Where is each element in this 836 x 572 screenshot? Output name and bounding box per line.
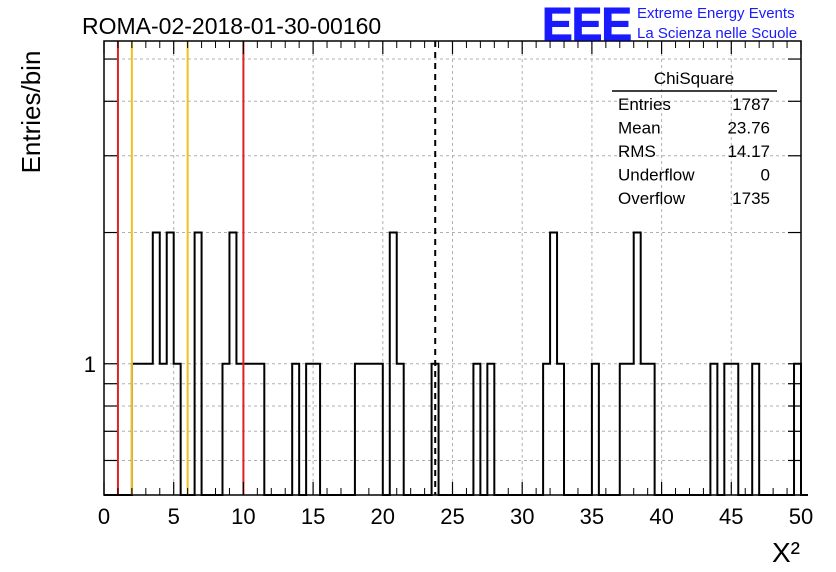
run-title: ROMA-02-2018-01-30-00160 xyxy=(82,13,381,39)
eee-logo: EEE Extreme Energy Events La Scienza nel… xyxy=(542,0,798,51)
x-tick-label: 25 xyxy=(440,504,464,529)
stats-value: 1735 xyxy=(732,189,770,208)
stats-value: 0 xyxy=(761,166,770,185)
y-axis-label: Entries/bin xyxy=(16,51,46,174)
stats-label: Underflow xyxy=(618,166,695,185)
x-tick-label: 35 xyxy=(580,504,604,529)
stats-title: ChiSquare xyxy=(654,69,734,88)
stats-value: 23.76 xyxy=(727,119,770,138)
x-tick-label: 40 xyxy=(649,504,673,529)
histogram-outline xyxy=(104,231,808,496)
x-tick-label: 50 xyxy=(789,504,813,529)
x-tick-label: 0 xyxy=(98,504,110,529)
stats-label: Entries xyxy=(618,95,671,114)
x-tick-label: 20 xyxy=(371,504,395,529)
stats-rows: Entries 1787 Mean 23.76 RMS 14.17 Underflow 0 Ov… xyxy=(618,95,770,208)
stats-box: ChiSquare Entries 1787 Mean 23.76 RMS 14.17 Un… xyxy=(612,69,777,208)
marker-lines xyxy=(116,41,437,495)
x-axis-label: X² xyxy=(772,537,800,568)
axis-ticks: 0 5 10 15 20 25 30 35 40 45 50 1 xyxy=(84,41,813,529)
x-tick-label: 5 xyxy=(168,504,180,529)
eee-logo-text: EEE xyxy=(542,0,631,50)
x-tick-label: 45 xyxy=(719,504,743,529)
stats-value: 1787 xyxy=(732,95,770,114)
stats-value: 14.17 xyxy=(727,142,770,161)
x-tick-label: 15 xyxy=(301,504,325,529)
logo-line-2: La Scienza nelle Scuole xyxy=(637,25,797,42)
logo-line-1: Extreme Energy Events xyxy=(637,5,795,22)
stats-label: RMS xyxy=(618,142,656,161)
stats-label: Mean xyxy=(618,119,661,138)
stats-label: Overflow xyxy=(618,189,686,208)
y-tick-label: 1 xyxy=(84,352,96,377)
grid-lines xyxy=(104,41,801,495)
x-tick-label: 30 xyxy=(510,504,534,529)
histogram-bars xyxy=(104,231,808,496)
x-tick-label: 10 xyxy=(231,504,255,529)
